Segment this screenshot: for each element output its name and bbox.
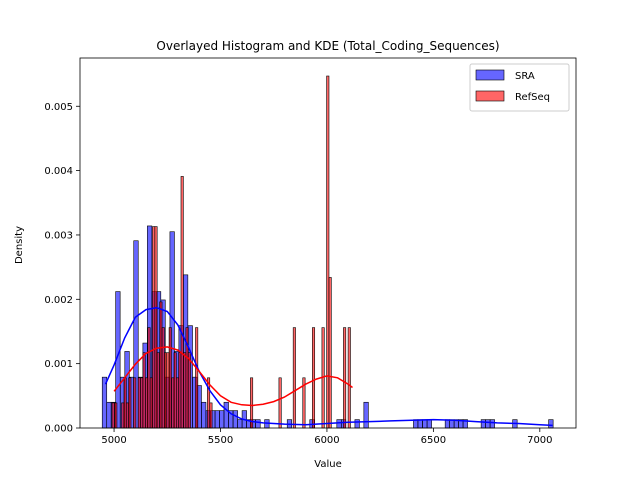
sra-bar-55 — [548, 419, 554, 429]
refseq-bar-9 — [142, 352, 146, 429]
refseq-bar-0 — [111, 402, 115, 429]
refseq-bar-1 — [114, 402, 118, 429]
sra-kde-line — [104, 306, 553, 427]
refseq-bar-23 — [176, 377, 179, 429]
legend: SRA RefSeq — [469, 63, 570, 112]
sra-bar-34 — [255, 419, 261, 429]
sra-bar-22 — [201, 401, 207, 429]
refseq-bar-12 — [149, 377, 153, 429]
refseq-bar-13 — [152, 226, 156, 429]
x-axis: 5000 5500 6000 6500 7000 — [101, 428, 553, 446]
refseq-kde-line — [113, 346, 353, 407]
refseq-bar-8 — [140, 377, 144, 429]
refseq-bar-21 — [171, 377, 175, 429]
refseq-bar-17 — [161, 327, 165, 429]
refseq-bar-39 — [328, 277, 332, 429]
refseq-bar-15 — [156, 352, 160, 429]
refseq-bar-7 — [137, 377, 141, 429]
refseq-bar-31 — [209, 402, 213, 429]
refseq-bar-26 — [183, 352, 187, 429]
refseq-bar-18 — [164, 352, 168, 429]
refseq-bar-6 — [133, 377, 137, 429]
refseq-bar-41 — [347, 327, 351, 429]
sra-bar-29 — [232, 410, 238, 429]
sra-bar-41 — [363, 401, 369, 429]
sra-bar-46 — [444, 419, 450, 429]
sra-bar-43 — [417, 419, 423, 429]
refseq-bar-25 — [180, 176, 184, 429]
x-tick-label-2: 6000 — [314, 435, 339, 446]
x-tick-label-1: 5500 — [208, 435, 233, 446]
legend-label-sra: SRA — [515, 71, 535, 82]
refseq-bar-5 — [128, 377, 132, 429]
plot-frame — [79, 57, 577, 429]
sra-bar-44 — [422, 419, 428, 429]
y-tick-label-5: 0.005 — [44, 102, 73, 113]
refseq-bar-16 — [159, 301, 163, 429]
y-axis: 0.000 0.001 0.002 0.003 0.004 0.005 — [44, 102, 80, 435]
sra-bar-30 — [237, 419, 243, 429]
sra-bar-45 — [426, 419, 432, 429]
sra-bar-26 — [219, 410, 225, 429]
y-tick-label-0: 0.000 — [44, 424, 73, 435]
x-tick-label-3: 6500 — [421, 435, 446, 446]
refseq-bar-14 — [154, 226, 158, 429]
refseq-bar-33 — [278, 377, 282, 429]
refseq-bar-29 — [195, 327, 199, 429]
refseq-bar-11 — [147, 327, 151, 429]
legend-label-refseq: RefSeq — [515, 92, 550, 103]
y-tick-label-3: 0.003 — [44, 230, 73, 241]
sra-bar-52 — [485, 419, 491, 429]
y-tick-label-2: 0.002 — [44, 295, 73, 306]
refseq-bar-2 — [121, 402, 125, 429]
y-tick-label-1: 0.001 — [44, 359, 73, 370]
refseq-bar-10 — [145, 377, 149, 429]
x-axis-label: Value — [314, 459, 341, 470]
sra-bar-25 — [214, 410, 220, 429]
chart-title: Overlayed Histogram and KDE (Total_Codin… — [156, 39, 499, 53]
sra-bar-0 — [101, 376, 108, 429]
legend-swatch-refseq — [475, 90, 505, 102]
x-tick-label-4: 7000 — [527, 435, 552, 446]
sra-bar-27 — [223, 401, 229, 429]
legend-swatch-sra — [475, 69, 505, 81]
sra-bar-51 — [480, 419, 486, 429]
plot-area — [101, 75, 554, 429]
x-tick-label-0: 5000 — [101, 435, 126, 446]
y-axis-label: Density — [14, 226, 25, 264]
kde-curves — [104, 306, 553, 427]
refseq-bar-22 — [173, 352, 177, 429]
refseq-bar-24 — [178, 352, 182, 429]
y-tick-label-4: 0.004 — [44, 166, 73, 177]
refseq-bar-20 — [168, 327, 172, 429]
refseq-bar-36 — [312, 327, 316, 429]
sra-bar-1 — [106, 401, 112, 429]
refseq-bar-40 — [343, 327, 347, 429]
refseq-bar-19 — [166, 352, 170, 429]
refseq-bar-3 — [123, 377, 127, 429]
refseq-bar-4 — [125, 402, 129, 429]
refseq-bar-28 — [187, 352, 191, 429]
sra-bar-38 — [336, 419, 342, 429]
refseq-bar-34 — [292, 327, 296, 429]
sra-bar-53 — [489, 419, 495, 429]
sra-bar-40 — [354, 419, 360, 429]
